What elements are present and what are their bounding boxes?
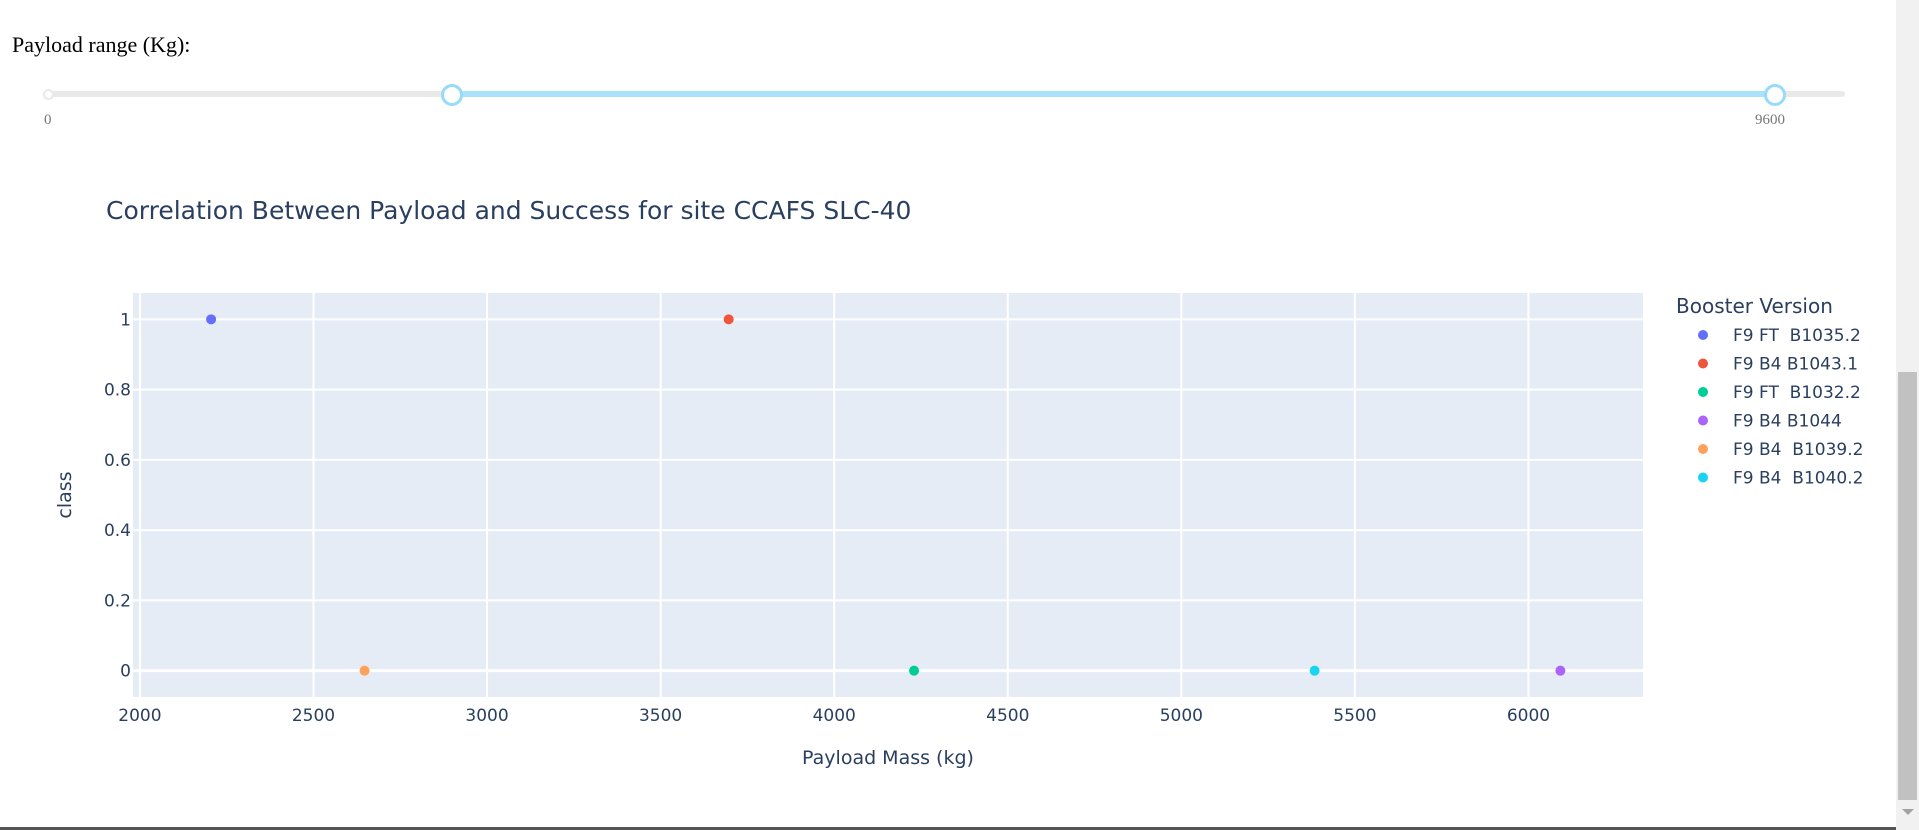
slider-mark-min-label: 0 — [44, 112, 52, 128]
legend-label: F9 B4 B1044 — [1733, 412, 1842, 432]
legend-label: F9 B4 B1040.2 — [1733, 469, 1863, 489]
grid-lines — [133, 293, 1643, 697]
legend-label: F9 B4 B1039.2 — [1733, 440, 1863, 460]
data-point[interactable] — [909, 665, 920, 676]
y-tick-label: 0.2 — [104, 591, 131, 611]
page-scrollbar[interactable] — [1896, 0, 1919, 830]
x-tick-label: 6000 — [1507, 706, 1550, 726]
legend-marker — [1698, 358, 1708, 369]
x-tick-label: 2500 — [292, 706, 335, 726]
slider-min-mark-dot — [43, 89, 54, 100]
legend-marker — [1698, 444, 1708, 454]
legend-item[interactable]: F9 FT B1035.2 — [1698, 326, 1861, 346]
legend-title: Booster Version — [1676, 294, 1833, 318]
legend-marker — [1698, 415, 1708, 426]
slider-mark-max-label: 9600 — [1755, 112, 1785, 128]
y-tick-label: 0.4 — [104, 521, 131, 541]
x-tick-label: 3500 — [639, 706, 682, 726]
scrollbar-thumb[interactable] — [1898, 372, 1917, 800]
x-tick-label: 4500 — [986, 706, 1029, 726]
axis-tick-labels: 2000 2500 3000 3500 4000 4500 5000 5500 6000 0 0.2… — [104, 310, 1550, 726]
data-point[interactable] — [723, 314, 734, 325]
legend-label: F9 FT B1032.2 — [1733, 383, 1861, 403]
slider-handle-high[interactable] — [1764, 84, 1786, 106]
legend-marker — [1698, 387, 1708, 397]
legend-label: F9 FT B1035.2 — [1733, 326, 1861, 346]
x-tick-label: 2000 — [118, 706, 161, 726]
chart-title: Correlation Between Payload and Success … — [106, 196, 911, 225]
payload-range-slider[interactable]: 0 9600 — [40, 80, 1860, 130]
legend-marker — [1698, 330, 1708, 340]
slider-handle-low[interactable] — [440, 84, 463, 106]
slider-selected-track[interactable] — [449, 91, 1773, 97]
plot-area[interactable] — [133, 293, 1643, 697]
y-tick-label: 0 — [120, 662, 131, 682]
x-axis-label: Payload Mass (kg) — [802, 747, 974, 769]
legend-item[interactable]: F9 B4 B1044 — [1698, 412, 1842, 432]
x-tick-label: 5000 — [1160, 706, 1203, 726]
x-tick-label: 3000 — [465, 706, 508, 726]
legend: Booster Version F9 FT B1035.2 F9 B4 B1043… — [1676, 294, 1863, 489]
data-point[interactable] — [206, 314, 217, 325]
data-points — [206, 314, 1566, 676]
data-point[interactable] — [1309, 665, 1320, 676]
data-point[interactable] — [1555, 665, 1566, 676]
x-tick-label: 4000 — [813, 706, 856, 726]
legend-item[interactable]: F9 B4 B1043.1 — [1698, 355, 1858, 375]
payload-range-label: Payload range (Kg): — [12, 32, 191, 57]
y-axis-label: class — [54, 471, 76, 518]
data-point[interactable] — [359, 665, 370, 676]
scroll-down-arrow-icon[interactable] — [1902, 809, 1914, 815]
legend-marker — [1698, 472, 1708, 483]
y-tick-label: 0.6 — [104, 451, 131, 471]
payload-success-scatter-chart: Correlation Between Payload and Success … — [54, 196, 1863, 769]
legend-item[interactable]: F9 B4 B1040.2 — [1698, 469, 1863, 489]
legend-item[interactable]: F9 FT B1032.2 — [1698, 383, 1861, 403]
page-bottom-border — [0, 827, 1896, 830]
y-tick-label: 1 — [120, 310, 131, 330]
legend-label: F9 B4 B1043.1 — [1733, 355, 1858, 375]
legend-item[interactable]: F9 B4 B1039.2 — [1698, 440, 1863, 460]
y-tick-label: 0.8 — [104, 381, 131, 401]
x-tick-label: 5500 — [1333, 706, 1376, 726]
